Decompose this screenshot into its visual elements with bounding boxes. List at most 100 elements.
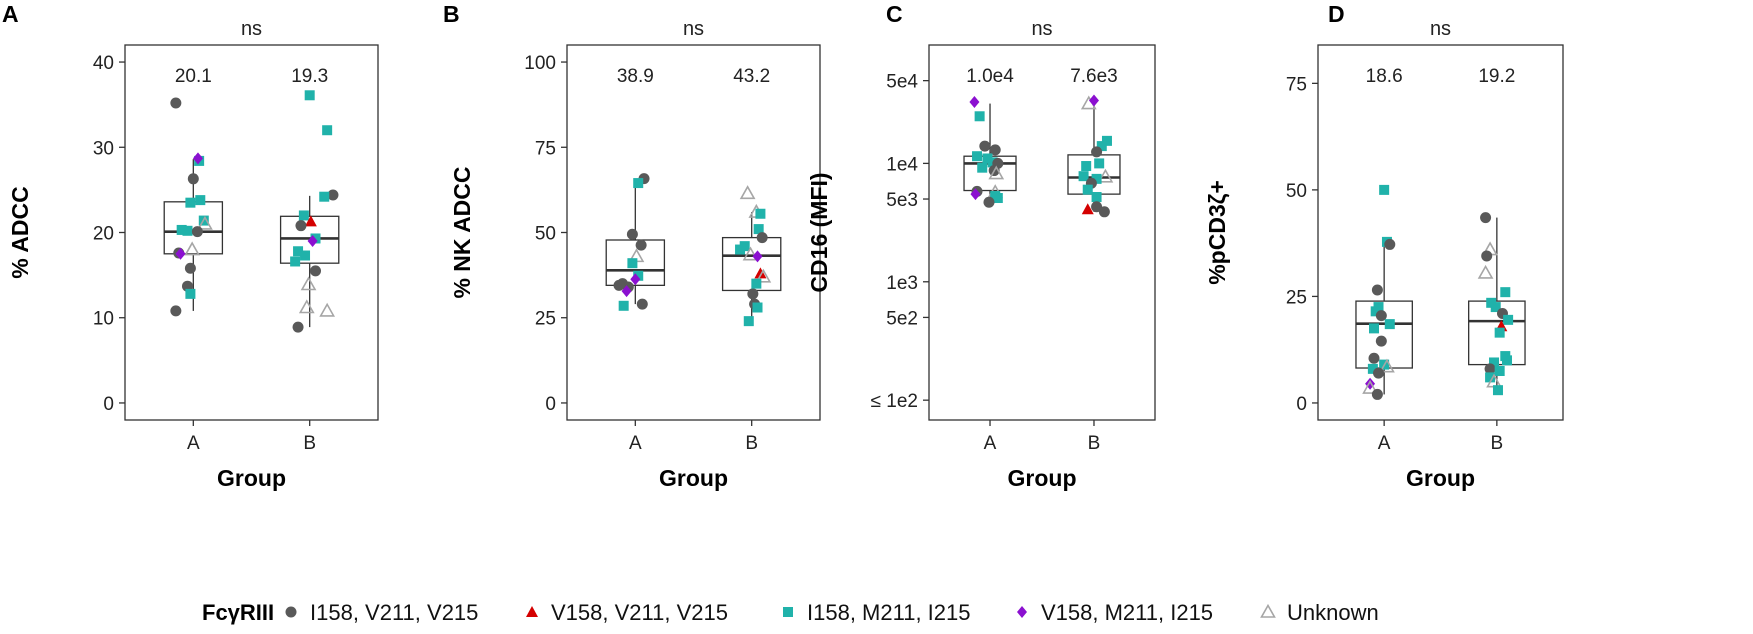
y-axis-label: CD16 (MFI) [806, 172, 832, 292]
data-point [633, 270, 644, 281]
legend-entry: V158, V211, V215 [526, 600, 728, 625]
median-value-label: 7.6e3 [1070, 66, 1118, 87]
data-point [618, 300, 629, 311]
data-point [982, 153, 993, 164]
data-point [1091, 201, 1103, 213]
y-tick-label: 5e3 [886, 190, 918, 211]
data-point [1492, 385, 1503, 396]
x-axis-label: Group [659, 465, 728, 491]
significance-label: ns [683, 18, 704, 40]
data-point [1369, 323, 1380, 334]
panel-c: ≤ 1e2 5e2 1e3 5e3 1e4 5e4 A B Group CD16 (MFI) ns 1… [806, 18, 1156, 491]
data-point [1481, 250, 1493, 262]
x-tick-label: B [1088, 433, 1101, 454]
data-point [983, 196, 995, 208]
data-point [290, 256, 301, 267]
data-point [1097, 168, 1114, 183]
legend-key-square [783, 607, 793, 617]
legend-title: FcγRIII [202, 600, 274, 625]
data-point [1371, 284, 1383, 296]
y-tick-label: 1e3 [886, 273, 918, 294]
y-tick-label: 50 [1286, 181, 1307, 202]
data-point [1503, 314, 1514, 325]
data-point [1485, 372, 1496, 383]
data-point [1362, 379, 1378, 394]
data-point [300, 250, 311, 261]
data-point [1091, 146, 1103, 158]
y-tick-label: ≤ 1e2 [871, 391, 918, 412]
y-tick-label: 5e2 [886, 308, 918, 329]
y-tick-label: 75 [1286, 74, 1307, 95]
data-point [754, 267, 767, 279]
panel-letter-d: D [1328, 1, 1345, 27]
data-point [630, 273, 641, 286]
data-point [319, 191, 330, 202]
x-axis-label: Group [217, 465, 286, 491]
data-point [1098, 206, 1110, 218]
data-point [191, 226, 203, 238]
plot-frame [1317, 44, 1564, 421]
data-point [170, 305, 182, 317]
data-point [197, 215, 213, 230]
median-value-label: 38.9 [617, 66, 654, 87]
median-value-label: 18.6 [1366, 66, 1403, 87]
data-point [992, 193, 1003, 204]
data-point [1091, 192, 1102, 203]
data-point [1384, 238, 1396, 250]
panel-letter-c: C [886, 1, 903, 27]
legend-key-diamond [1017, 606, 1027, 618]
data-point [1375, 335, 1387, 347]
x-tick-label: B [745, 433, 758, 454]
data-point [184, 241, 201, 256]
data-point [184, 262, 196, 274]
data-point [327, 189, 339, 201]
data-point [755, 208, 766, 219]
data-point [747, 288, 759, 300]
median-value-label: 1.0e4 [966, 66, 1014, 87]
data-point [739, 185, 756, 200]
y-tick-label: 75 [535, 138, 556, 159]
data-point [1367, 363, 1378, 374]
data-point [187, 173, 199, 185]
median-value-label: 43.2 [733, 66, 770, 87]
legend: FcγRIII I158, V211, V215 V158, V211, V215… [202, 600, 1379, 625]
data-point [752, 302, 763, 313]
data-point [756, 232, 768, 244]
data-point [1078, 171, 1089, 182]
data-point [635, 239, 647, 251]
plot-frame [124, 44, 379, 421]
y-tick-label: 40 [93, 53, 114, 74]
data-point [1373, 367, 1385, 379]
data-point [298, 299, 315, 314]
y-tick-label: 25 [535, 309, 556, 330]
data-point [298, 210, 309, 221]
data-point [626, 228, 638, 240]
data-point [307, 235, 318, 248]
median-value-label: 20.1 [175, 66, 212, 87]
x-tick-label: A [984, 433, 997, 454]
data-point [304, 90, 315, 101]
data-point [1088, 94, 1099, 107]
panel-letter-a: A [2, 1, 19, 27]
y-tick-label: 50 [535, 224, 556, 245]
data-point [742, 246, 759, 261]
data-point [1094, 158, 1105, 169]
data-point [175, 247, 186, 260]
data-point [977, 162, 988, 173]
legend-key-triangle [526, 606, 538, 617]
data-point [1096, 141, 1107, 152]
y-tick-label: 100 [524, 53, 556, 74]
y-axis-label: % NK ADCC [449, 166, 475, 298]
data-point [185, 288, 196, 299]
data-point [322, 125, 333, 136]
data-point [989, 144, 1001, 156]
y-tick-label: 0 [103, 394, 114, 415]
data-point [182, 225, 193, 236]
data-point [1489, 357, 1500, 368]
y-tick-label: 1e4 [886, 154, 918, 175]
data-point [1368, 352, 1380, 364]
data-point [970, 188, 981, 201]
data-point [192, 152, 203, 165]
data-point [1500, 287, 1511, 298]
plot-frame [566, 44, 821, 421]
